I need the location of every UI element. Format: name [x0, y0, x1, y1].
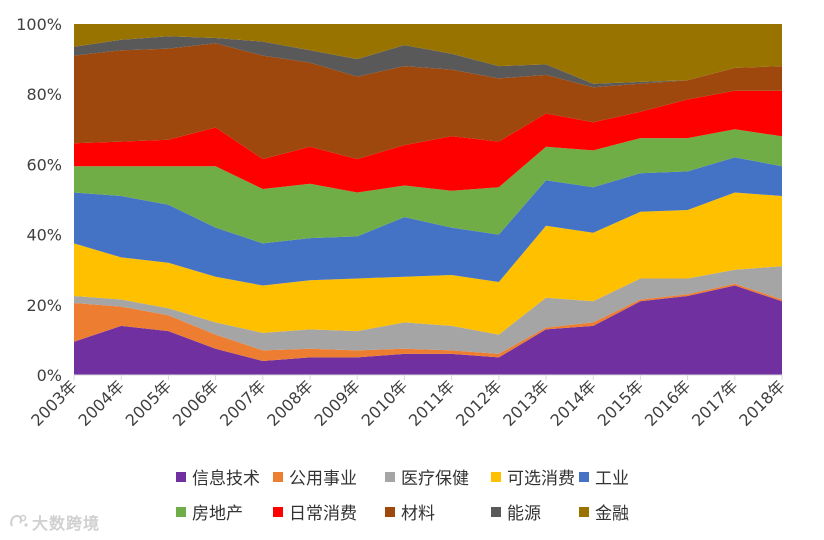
x-tick-label: 2004年 [74, 376, 128, 430]
area-series-8 [74, 36, 782, 88]
x-tick-label: 2010年 [358, 376, 412, 430]
area-series-9 [74, 24, 782, 84]
y-tick-label: 40% [26, 226, 62, 245]
logo-icon [10, 514, 28, 527]
x-tick-label: 2007年 [216, 376, 270, 430]
y-tick-label: 60% [26, 155, 62, 174]
y-tick-label: 100% [16, 15, 62, 34]
area-series-4 [74, 157, 782, 286]
x-tick-label: 2017年 [688, 376, 742, 430]
area-series-2 [74, 266, 782, 354]
x-tick-label: 2018年 [735, 376, 789, 430]
x-tick-label: 2013年 [499, 376, 553, 430]
x-tick-label: 2016年 [641, 376, 695, 430]
watermark: 大数跨境 [8, 510, 100, 534]
y-tick-label: 20% [26, 296, 62, 315]
y-tick-label: 80% [26, 85, 62, 104]
area-series-0 [74, 285, 782, 375]
x-tick-label: 2012年 [452, 376, 506, 430]
y-tick-label: 0% [37, 366, 62, 385]
x-tick-label: 2014年 [546, 376, 600, 430]
area-series-6 [74, 90, 782, 193]
area-series-group [74, 24, 782, 375]
x-tick-label: 2009年 [310, 376, 364, 430]
area-series-3 [74, 192, 782, 335]
x-tick-label: 2006年 [169, 376, 223, 430]
x-tick-label: 2011年 [405, 376, 459, 430]
x-tick-label: 2008年 [263, 376, 317, 430]
area-series-7 [74, 43, 782, 160]
watermark-text: 大数跨境 [32, 514, 101, 533]
x-tick-label: 2005年 [122, 376, 176, 430]
area-series-5 [74, 129, 782, 244]
x-tick-label: 2015年 [594, 376, 648, 430]
